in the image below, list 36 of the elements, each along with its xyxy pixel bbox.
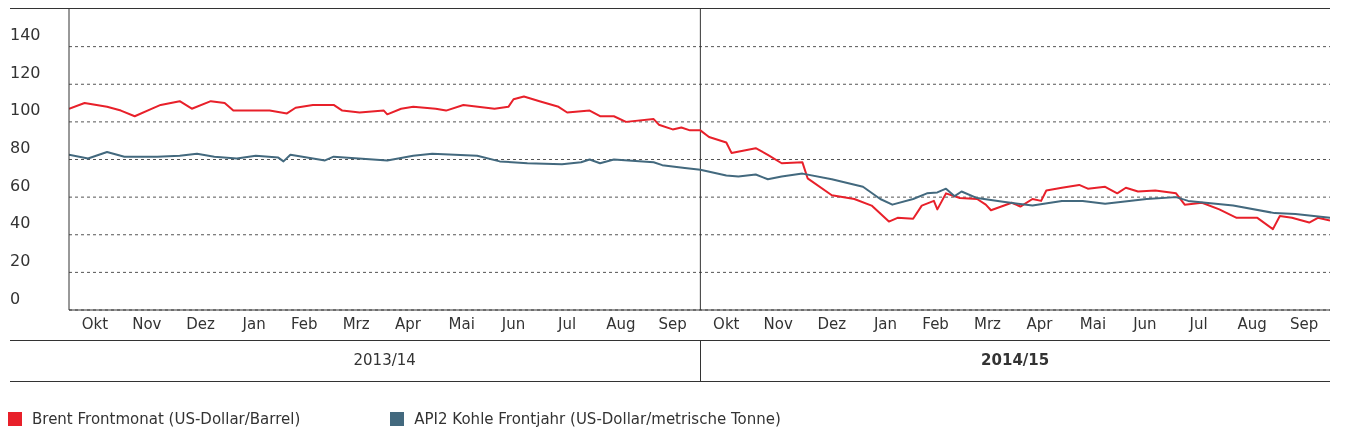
x-tick-label: Apr <box>1026 314 1054 333</box>
x-tick-label: Jul <box>1188 314 1208 333</box>
y-tick-label: 100 <box>10 100 41 120</box>
legend-label: Brent Frontmonat (US-Dollar/Barrel) <box>32 410 301 428</box>
x-tick-label: Mai <box>1079 314 1107 333</box>
x-tick-label: Apr <box>395 314 422 333</box>
text: 2013/14 <box>353 351 416 369</box>
y-tick-label: 120 <box>10 62 41 82</box>
x-tick-label: Mai <box>448 314 475 333</box>
x-tick-label: Aug <box>606 314 636 333</box>
x-tick-label: Feb <box>922 314 949 333</box>
y-tick-label: 140 <box>10 25 41 45</box>
y-tick-label: 80 <box>10 138 31 158</box>
x-tick-label: Jun <box>1132 314 1157 333</box>
x-tick-label: Dez <box>186 314 215 333</box>
y-tick-label: 0 <box>10 288 21 308</box>
x-tick-label: Feb <box>290 314 318 333</box>
x-tick-label: Okt <box>81 314 109 333</box>
x-tick-label: Sep <box>1289 314 1319 333</box>
y-tick-label: 60 <box>10 175 31 195</box>
x-tick-label: Jun <box>500 314 526 333</box>
x-tick-label: Jan <box>241 314 266 333</box>
legend-label: API2 Kohle Frontjahr (US-Dollar/metrische Tonne) <box>414 410 781 428</box>
x-tick-label: Aug <box>1237 314 1267 333</box>
x-tick-label: Jan <box>872 314 898 333</box>
x-tick-label: Mrz <box>342 314 370 333</box>
x-tick-label: Jul <box>557 314 577 333</box>
x-tick-label: Sep <box>658 314 687 333</box>
x-tick-label: Okt <box>713 314 740 333</box>
y-tick-label: 20 <box>10 250 31 270</box>
x-tick-label: Nov <box>763 314 793 333</box>
x-tick-label: Dez <box>817 314 847 333</box>
x-tick-label: Nov <box>132 314 162 333</box>
y-tick-label: 40 <box>10 213 31 233</box>
x-tick-label: Mrz <box>974 314 1002 333</box>
text: 2014/15 <box>981 351 1050 369</box>
